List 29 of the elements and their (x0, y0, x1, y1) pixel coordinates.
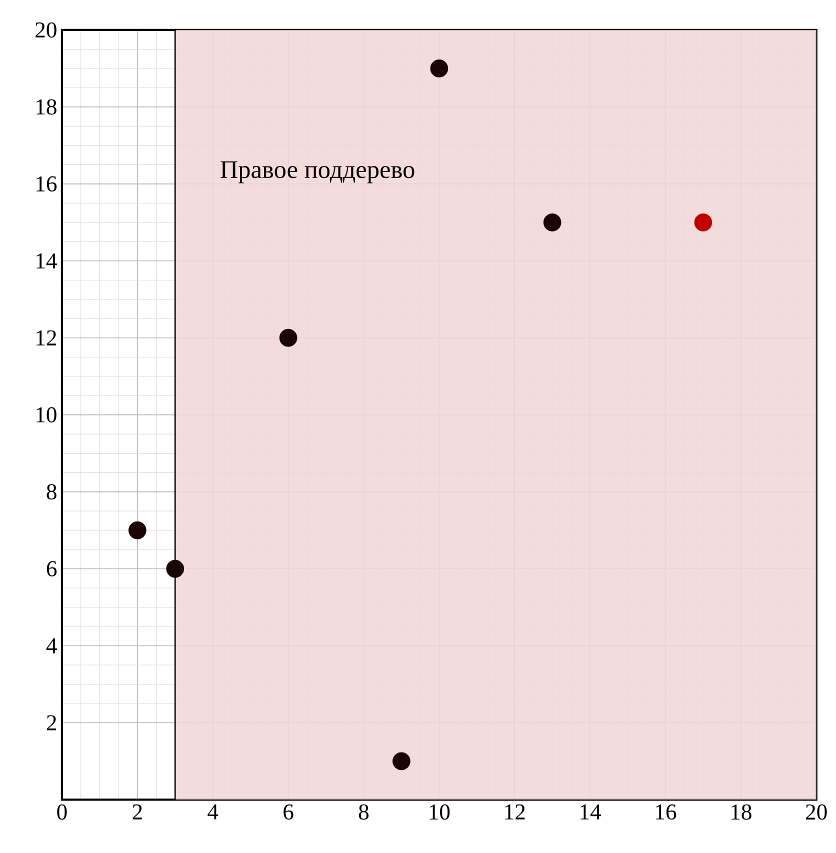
x-tick-label: 14 (580, 804, 602, 820)
x-tick-label: 0 (57, 804, 67, 820)
x-tick-label: 12 (505, 804, 525, 820)
x-tick-label: 20 (806, 804, 827, 820)
y-tick-label: 4 (46, 638, 58, 654)
point (166, 560, 184, 578)
y-tick-label: 8 (46, 484, 57, 500)
point (694, 213, 712, 232)
y-tick-label: 12 (36, 330, 56, 346)
x-tick-label: 8 (359, 804, 369, 820)
y-tick-label: 10 (36, 407, 57, 422)
point (280, 328, 298, 347)
x-tick-label: 10 (430, 804, 450, 820)
point (544, 213, 562, 232)
y-tick-label: 16 (36, 176, 57, 192)
x-tick-label: 6 (284, 804, 294, 820)
point (392, 752, 411, 770)
point (430, 60, 448, 78)
point (128, 521, 147, 540)
y-tick-label: 2 (47, 715, 56, 730)
x-tick-label: 2 (132, 804, 142, 820)
y-tick-label: 20 (36, 22, 57, 38)
y-tick-label: 18 (36, 99, 57, 115)
y-tick-label: 14 (36, 253, 58, 268)
x-tick-label: 16 (656, 804, 676, 820)
band-label: Правое поддерево (220, 161, 414, 184)
x-tick-label: 4 (208, 804, 218, 820)
y-tick-label: 6 (47, 561, 57, 576)
x-tick-label: 18 (732, 804, 752, 820)
